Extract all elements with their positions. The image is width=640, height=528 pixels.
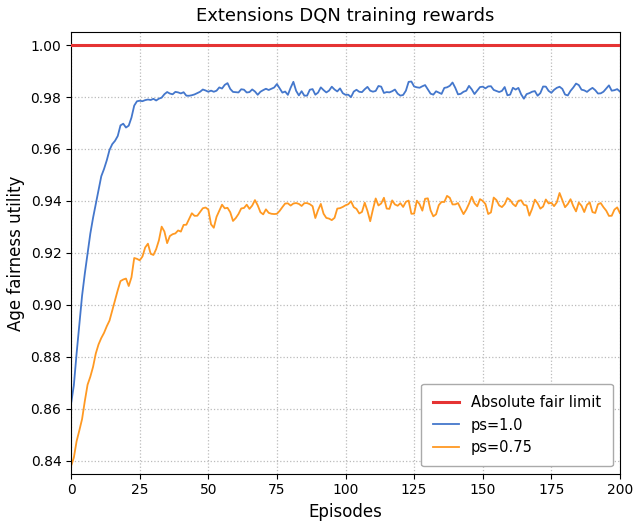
ps=1.0 [364, 84, 371, 90]
Absolute fair limit [67, 42, 75, 48]
Legend: Absolute fair limit, ps=1.0, ps=0.75: Absolute fair limit, ps=1.0, ps=0.75 [421, 383, 612, 466]
ps=1.0 [70, 382, 77, 389]
ps=1.0 [616, 88, 624, 95]
ps=0.75 [572, 208, 580, 214]
ps=1.0 [116, 122, 124, 128]
ps=0.75 [116, 278, 124, 284]
ps=1.0 [67, 400, 75, 407]
X-axis label: Episodes: Episodes [308, 503, 383, 521]
ps=0.75 [70, 455, 77, 461]
ps=0.75 [616, 210, 624, 216]
ps=1.0 [408, 78, 415, 84]
Y-axis label: Age fairness utility: Age fairness utility [7, 175, 25, 331]
ps=0.75 [556, 190, 563, 196]
Line: ps=1.0: ps=1.0 [71, 81, 620, 403]
ps=0.75 [67, 463, 75, 469]
Absolute fair limit [70, 42, 77, 48]
ps=1.0 [298, 88, 305, 95]
ps=0.75 [364, 208, 371, 214]
Title: Extensions DQN training rewards: Extensions DQN training rewards [196, 7, 495, 25]
ps=0.75 [298, 203, 305, 209]
ps=1.0 [268, 86, 275, 92]
Line: ps=0.75: ps=0.75 [71, 193, 620, 466]
ps=0.75 [268, 211, 275, 217]
ps=1.0 [572, 80, 580, 87]
